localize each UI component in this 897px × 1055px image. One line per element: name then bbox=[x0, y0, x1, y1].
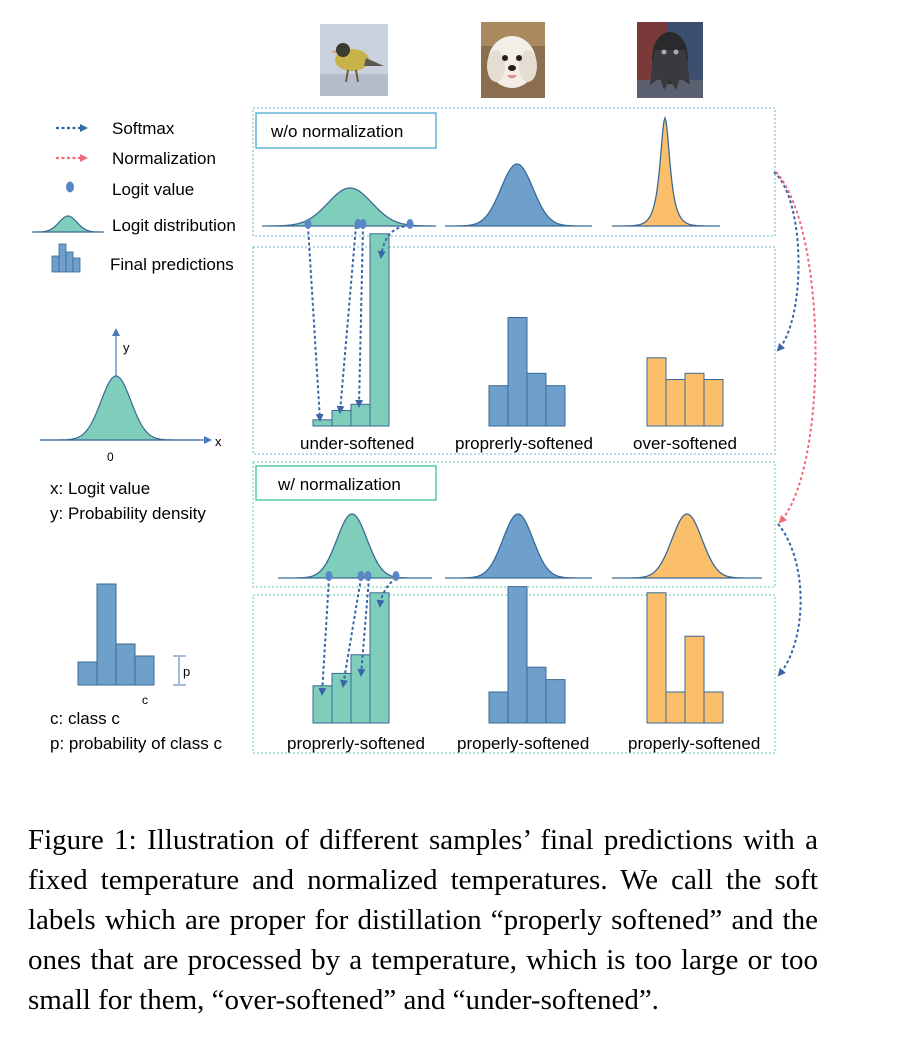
right-softmax-arrow-bottom bbox=[777, 523, 802, 677]
bottom-curve-3 bbox=[612, 513, 762, 579]
top-group2-bar4 bbox=[545, 385, 566, 427]
axes-origin: 0 bbox=[107, 450, 114, 464]
bar-key-c-desc: c: class c bbox=[50, 709, 120, 728]
top-group2-bar3 bbox=[526, 372, 547, 427]
panel-top-predictions bbox=[252, 246, 776, 455]
top-prediction-bars bbox=[312, 233, 724, 427]
figure-caption: Figure 1: Illustration of different samp… bbox=[28, 824, 818, 1016]
legend-normalization: Normalization bbox=[112, 149, 216, 168]
top-group3-bar2 bbox=[665, 379, 686, 427]
bottom-group3-bar1 bbox=[646, 592, 667, 724]
bottom-group1-bar1 bbox=[312, 685, 333, 724]
legend-logit-value: Logit value bbox=[112, 180, 194, 199]
logit-value-dot-icon bbox=[66, 181, 74, 193]
bottom-group3-bar2 bbox=[665, 691, 686, 724]
axes-x-symbol: x bbox=[215, 434, 222, 449]
axes-y-symbol: y bbox=[123, 340, 130, 355]
top-label-3: over-softened bbox=[633, 434, 737, 453]
bottom-group3-bar4 bbox=[703, 691, 724, 724]
bottom-curve-2 bbox=[445, 513, 592, 579]
legend: Softmax Normalization Logit value Logit … bbox=[32, 119, 236, 274]
bottom-group1-bar4 bbox=[369, 592, 390, 724]
top-proper-curve bbox=[445, 163, 592, 227]
right-normalization-arrow bbox=[775, 171, 817, 524]
legend-logit-distribution: Logit distribution bbox=[112, 216, 236, 235]
top-group1-bar4 bbox=[369, 233, 390, 427]
bottom-group2-bar3 bbox=[526, 666, 547, 724]
bottom-group2-bar2 bbox=[507, 586, 528, 724]
bottom-label-3: properly-softened bbox=[628, 734, 760, 753]
legend-final-predictions: Final predictions bbox=[110, 255, 234, 274]
bottom-group2-bar1 bbox=[488, 691, 509, 724]
top-group3-bar1 bbox=[646, 357, 667, 427]
bar-key-p-symbol: p bbox=[183, 664, 190, 679]
bottom-curve-1 bbox=[278, 513, 432, 579]
legend-softmax: Softmax bbox=[112, 119, 175, 138]
bar-key-p-desc: p: probability of class c bbox=[50, 734, 222, 753]
bottom-prediction-bars bbox=[312, 586, 724, 724]
bottom-group3-bar3 bbox=[684, 635, 705, 724]
bottom-group1-bar3 bbox=[350, 654, 371, 724]
axes-key: y x 0 x: Logit value y: Probability dens… bbox=[40, 328, 222, 523]
bottom-label-1: proprerly-softened bbox=[287, 734, 425, 753]
bottom-group1-bar2 bbox=[331, 672, 352, 724]
top-group1-bar3 bbox=[350, 403, 371, 427]
top-label-2: proprerly-softened bbox=[455, 434, 593, 453]
top-over-curve bbox=[612, 116, 720, 227]
axes-x-desc: x: Logit value bbox=[50, 479, 150, 498]
final-predictions-icon bbox=[51, 243, 81, 273]
top-group2-bar2 bbox=[507, 317, 528, 427]
bottom-panel-title: w/ normalization bbox=[277, 475, 401, 494]
top-panel-title: w/o normalization bbox=[270, 122, 403, 141]
bar-key-c-symbol: c bbox=[142, 693, 148, 707]
sample-image-dog bbox=[481, 22, 545, 98]
top-group3-bar3 bbox=[684, 372, 705, 427]
top-group1-bar2 bbox=[331, 410, 352, 427]
top-group3-bar4 bbox=[703, 379, 724, 427]
bottom-label-2: properly-softened bbox=[457, 734, 589, 753]
top-panel-title-box bbox=[255, 112, 437, 149]
axes-key-curve bbox=[40, 375, 200, 441]
top-label-1: under-softened bbox=[300, 434, 414, 453]
top-group2-bar1 bbox=[488, 385, 509, 427]
axes-y-desc: y: Probability density bbox=[50, 504, 206, 523]
bottom-panel-title-box bbox=[255, 465, 437, 501]
figure-diagram: Softmax Normalization Logit value Logit … bbox=[32, 22, 817, 754]
sample-image-shaggy-dog bbox=[637, 22, 703, 98]
logit-distribution-icon bbox=[32, 215, 104, 233]
bar-key: p c c: class c p: probability of class c bbox=[50, 583, 222, 753]
top-softmax-arrows bbox=[307, 225, 411, 422]
bottom-logit-dots bbox=[325, 571, 400, 581]
top-logit-dots bbox=[304, 219, 414, 229]
top-group1-bar1 bbox=[312, 419, 333, 427]
sample-image-bird bbox=[320, 24, 388, 96]
bottom-group2-bar4 bbox=[545, 679, 566, 724]
right-softmax-arrow-top bbox=[773, 171, 800, 352]
